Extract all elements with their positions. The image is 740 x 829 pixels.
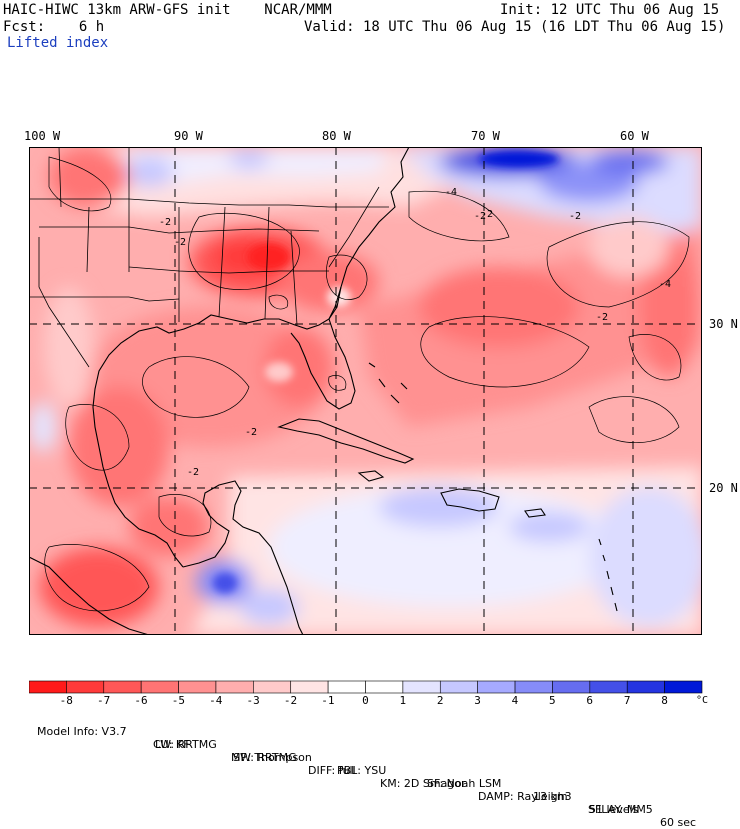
colorbar-tick-label: -7 xyxy=(96,694,111,707)
colorbar-swatch xyxy=(402,680,441,694)
colorbar-swatch xyxy=(365,680,404,694)
colorbar-tick-label: 7 xyxy=(623,694,631,707)
coastlines xyxy=(29,147,618,635)
field-name: Lifted index xyxy=(7,35,109,51)
model-info-timestep: 60 sec xyxy=(660,816,697,829)
colorbar-swatch xyxy=(103,680,142,694)
model-info-sw: SW: RRTMG xyxy=(233,751,297,764)
colorbar-swatch xyxy=(664,680,703,694)
model-info-line2: LW: RRTMG SW: RRTMG DIFF: full KM: 2D Sm… xyxy=(30,725,653,816)
colorbar-swatch xyxy=(178,680,217,694)
model-info-line1: Model Info: V3.7 CU: KF MP: Thompson PBL… xyxy=(30,712,696,829)
colorbar-tick-label: -4 xyxy=(209,694,223,707)
colorbar-tick-label: -6 xyxy=(134,694,148,707)
model-info-version: Model Info: V3.7 xyxy=(37,725,127,738)
stability-field xyxy=(29,147,702,635)
colorbar-swatch xyxy=(552,680,591,694)
contour-label: -2 xyxy=(481,209,493,220)
init-time: Init: 12 UTC Thu 06 Aug 15 xyxy=(500,2,720,18)
colorbar-swatch xyxy=(327,680,366,694)
colorbar-swatch xyxy=(477,680,516,694)
colorbar-swatch xyxy=(28,680,67,694)
lon-label-60w: 60 W xyxy=(620,129,649,143)
colorbar-swatch xyxy=(140,680,179,694)
colorbar-swatch xyxy=(215,680,254,694)
model-info-sflay: SFLAY: MM5 xyxy=(588,803,653,816)
contour-label: -2 xyxy=(569,211,581,222)
colorbar-swatch xyxy=(290,680,329,694)
colorbar-tick-label: -2 xyxy=(283,694,298,707)
contour-label: -2 xyxy=(474,211,486,222)
colorbar-tick-label: 2 xyxy=(436,694,444,707)
li-contours xyxy=(44,156,690,612)
contour-label: -2 xyxy=(596,312,608,323)
colorbar-swatch xyxy=(514,680,553,694)
colorbar-swatch xyxy=(439,680,478,694)
colorbar-tick-label: -5 xyxy=(171,694,185,707)
colorbar-tick-label: 3 xyxy=(474,694,481,707)
contour-label: -2 xyxy=(245,427,257,438)
colorbar-tick-label: 6 xyxy=(586,694,594,707)
colorbar-tick-label: -3 xyxy=(246,694,260,707)
lon-label-80w: 80 W xyxy=(322,129,351,143)
lon-label-100w: 100 W xyxy=(24,129,61,143)
map-frame xyxy=(29,147,702,635)
lon-label-70w: 70 W xyxy=(471,129,500,143)
contour-label: -2 xyxy=(159,217,171,228)
graticule xyxy=(29,147,702,635)
stability-detail xyxy=(213,151,559,593)
model-info-damp: DAMP: Rayleigh3 xyxy=(478,790,572,803)
colorbar-tick-label: 5 xyxy=(549,694,556,707)
lat-label-30n: 30 N xyxy=(709,317,738,331)
colorbar-unit: °C xyxy=(696,695,709,706)
forecast-hour: Fcst: 6 h xyxy=(3,19,105,35)
lifted-index-map: -2 -2 -2 -4 -2 -2 -2 -2 -2 -4 xyxy=(29,147,702,635)
borders xyxy=(29,147,389,368)
model-info-km: KM: 2D Smagor xyxy=(380,777,466,790)
colorbar-swatch xyxy=(589,680,628,694)
colorbar-swatch xyxy=(66,680,105,694)
colorbar-tick-label: 0 xyxy=(362,694,369,707)
lon-label-90w: 90 W xyxy=(174,129,203,143)
contour-label-group: -2 -2 -2 -4 -2 -2 -2 -2 -2 -4 xyxy=(159,187,671,478)
contour-label: -2 xyxy=(174,237,186,248)
contour-label: -2 xyxy=(187,467,199,478)
colorbar-tick-label: 4 xyxy=(511,694,519,707)
colorbar-tick-label: -1 xyxy=(321,694,335,707)
lat-label-20n: 20 N xyxy=(709,481,738,495)
colorbar-swatches xyxy=(28,680,703,694)
colorbar xyxy=(28,680,709,714)
plot-title: HAIC-HIWC 13km ARW-GFS init NCAR/MMM xyxy=(3,2,332,18)
colorbar-tick-label: -8 xyxy=(59,694,73,707)
colorbar-tick-label: 1 xyxy=(399,694,407,707)
contour-label: -4 xyxy=(445,187,457,198)
contour-label: -4 xyxy=(659,279,671,290)
valid-time: Valid: 18 UTC Thu 06 Aug 15 (16 LDT Thu … xyxy=(304,19,726,35)
model-info-diff: DIFF: full xyxy=(308,764,356,777)
colorbar-swatch xyxy=(253,680,292,694)
colorbar-tick-label: 8 xyxy=(661,694,668,707)
colorbar-swatch xyxy=(626,680,665,694)
